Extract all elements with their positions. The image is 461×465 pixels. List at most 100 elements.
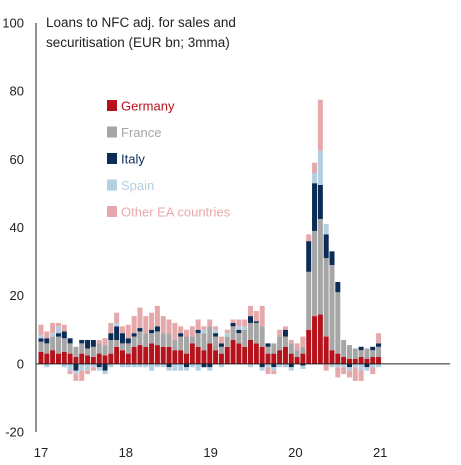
bar-italy-8 <box>85 339 91 349</box>
bar-italy-4 <box>61 331 67 339</box>
bar-spain-0 <box>38 334 44 339</box>
bar-italy-36 <box>248 316 254 323</box>
bar-italy-22 <box>166 363 172 368</box>
bar-italy-14 <box>119 333 125 344</box>
bar-spain-53 <box>346 367 352 371</box>
bar-germany-44 <box>294 357 300 364</box>
bar-other-ea-countries-7 <box>79 370 85 381</box>
bar-other-ea-countries-9 <box>90 367 96 371</box>
bar-spain-54 <box>352 363 358 368</box>
bar-italy-20 <box>154 326 160 332</box>
bar-germany-7 <box>79 353 85 364</box>
bar-france-50 <box>329 264 335 351</box>
bar-other-ea-countries-40 <box>271 370 277 375</box>
bar-other-ea-countries-58 <box>376 333 382 344</box>
bar-spain-28 <box>201 329 207 334</box>
bar-france-46 <box>306 271 312 330</box>
bar-germany-31 <box>218 353 224 364</box>
bar-france-14 <box>119 343 125 351</box>
bar-germany-24 <box>178 350 184 364</box>
x-tick-label: 17 <box>34 445 48 460</box>
bar-france-49 <box>323 258 329 337</box>
bar-spain-55 <box>358 363 364 371</box>
bar-germany-40 <box>271 353 277 364</box>
bar-france-40 <box>271 343 277 354</box>
bar-france-34 <box>236 333 242 344</box>
legend-entry-label: Other EA countries <box>121 205 231 220</box>
bar-france-45 <box>300 346 306 354</box>
bar-germany-39 <box>265 353 271 364</box>
bar-other-ea-countries-3 <box>55 322 61 327</box>
bar-other-ea-countries-17 <box>137 307 143 329</box>
bar-france-30 <box>213 336 219 351</box>
legend-entry-label: Spain <box>121 178 154 193</box>
bar-italy-53 <box>346 363 352 368</box>
bar-spain-47 <box>312 172 318 184</box>
bar-germany-20 <box>154 345 160 364</box>
bar-spain-20 <box>154 363 160 368</box>
bar-other-ea-countries-33 <box>230 319 236 323</box>
bar-other-ea-countries-57 <box>370 367 376 375</box>
bar-france-48 <box>317 218 323 315</box>
bar-other-ea-countries-13 <box>114 312 120 323</box>
bar-germany-48 <box>317 314 323 364</box>
bar-germany-14 <box>119 350 125 364</box>
bar-spain-15 <box>125 363 131 368</box>
bar-other-ea-countries-8 <box>85 370 91 375</box>
bar-other-ea-countries-43 <box>288 339 294 344</box>
bar-germany-26 <box>189 343 195 364</box>
bar-france-47 <box>312 230 318 317</box>
bar-france-43 <box>288 343 294 354</box>
bar-other-ea-countries-41 <box>277 329 283 337</box>
axes-layer <box>35 23 450 432</box>
bar-spain-52 <box>341 363 347 368</box>
chart-title: Loans to NFC adj. for sales and securitis… <box>46 15 236 50</box>
bar-other-ea-countries-54 <box>352 367 358 381</box>
bar-france-36 <box>248 322 254 340</box>
bar-other-ea-countries-55 <box>358 370 364 381</box>
bar-germany-34 <box>236 343 242 364</box>
bar-italy-57 <box>370 346 376 351</box>
bar-germany-21 <box>160 346 166 364</box>
bar-france-1 <box>44 343 50 354</box>
bar-italy-0 <box>38 338 44 342</box>
bar-germany-13 <box>114 346 120 364</box>
bar-spain-41 <box>277 363 283 368</box>
bar-spain-12 <box>108 363 114 368</box>
bar-spain-10 <box>96 367 102 371</box>
bar-france-37 <box>253 322 259 344</box>
bar-germany-46 <box>306 329 312 364</box>
legend-swatch <box>107 153 117 164</box>
bar-other-ea-countries-39 <box>265 367 271 375</box>
bar-spain-14 <box>119 363 125 368</box>
bar-france-53 <box>346 345 352 359</box>
bar-france-33 <box>230 326 236 340</box>
bar-spain-38 <box>259 367 265 371</box>
bar-germany-38 <box>259 346 265 364</box>
bar-spain-56 <box>364 367 370 371</box>
bar-other-ea-countries-21 <box>160 316 166 334</box>
bar-france-20 <box>154 331 160 346</box>
bar-italy-10 <box>96 363 102 368</box>
bar-germany-22 <box>166 346 172 364</box>
legend-entry-label: France <box>121 125 161 140</box>
bar-italy-51 <box>335 282 341 293</box>
bar-france-19 <box>149 333 155 344</box>
bar-germany-10 <box>96 353 102 364</box>
bar-france-0 <box>38 341 44 352</box>
bar-italy-56 <box>364 363 370 368</box>
bar-other-ea-countries-18 <box>143 316 149 334</box>
bar-other-ea-countries-49 <box>323 363 329 371</box>
bar-france-12 <box>108 339 114 354</box>
tick-labels: 100 80 60 40 20 0 -20 17 18 19 20 21 <box>2 16 387 461</box>
bar-italy-29 <box>207 363 213 368</box>
bar-italy-37 <box>253 321 259 323</box>
bar-other-ea-countries-31 <box>218 336 224 344</box>
bar-other-ea-countries-27 <box>195 319 201 330</box>
chart-title-line: Loans to NFC adj. for sales and <box>46 15 236 30</box>
bar-spain-42 <box>282 363 288 368</box>
bar-spain-49 <box>323 224 329 235</box>
bar-other-ea-countries-23 <box>172 322 178 340</box>
bar-italy-38 <box>259 363 265 368</box>
bar-spain-25 <box>184 367 189 371</box>
